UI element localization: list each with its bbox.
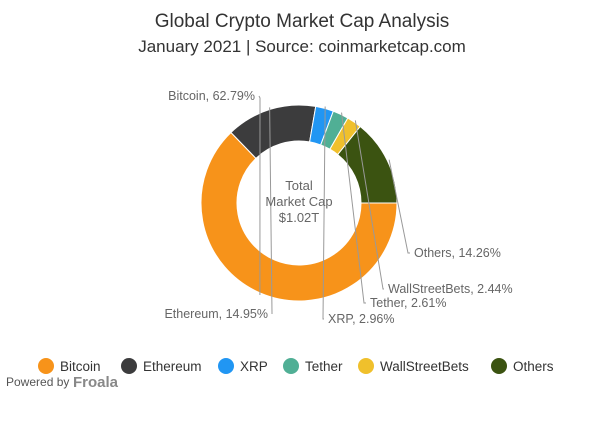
legend-item-wallstreetbets[interactable]: WallStreetBets xyxy=(358,358,469,374)
legend-label-wallstreetbets: WallStreetBets xyxy=(380,359,469,374)
legend-marker-tether xyxy=(283,358,299,374)
legend-marker-xrp xyxy=(218,358,234,374)
center-label-line-1: Total xyxy=(285,178,313,193)
legend-item-bitcoin[interactable]: Bitcoin xyxy=(38,358,101,374)
leader-line-others xyxy=(388,159,410,254)
legend-item-xrp[interactable]: XRP xyxy=(218,358,268,374)
slice-label-bitcoin: Bitcoin, 62.79% xyxy=(168,89,255,103)
legend-label-others: Others xyxy=(513,359,554,374)
legend-marker-ethereum xyxy=(121,358,137,374)
slice-label-others: Others, 14.26% xyxy=(414,246,501,260)
label-leader-lines xyxy=(258,95,410,320)
legend-label-bitcoin: Bitcoin xyxy=(60,359,101,374)
chart-subtitle: January 2021 | Source: coinmarketcap.com xyxy=(138,37,466,56)
slice-label-xrp: XRP, 2.96% xyxy=(328,312,394,326)
center-label-line-2: Market Cap xyxy=(265,194,332,209)
slice-label-wallstreetbets: WallStreetBets, 2.44% xyxy=(388,282,513,296)
leader-line-wallstreetbets xyxy=(354,120,384,290)
slice-labels: Bitcoin, 62.79% Ethereum, 14.95% XRP, 2.96… xyxy=(164,89,512,326)
legend-marker-bitcoin xyxy=(38,358,54,374)
leader-line-bitcoin xyxy=(258,95,261,296)
credit-powered-by: Powered by xyxy=(6,375,69,389)
legend-marker-others xyxy=(491,358,507,374)
legend-marker-wallstreetbets xyxy=(358,358,374,374)
legend-item-tether[interactable]: Tether xyxy=(283,358,343,374)
slice-bitcoin[interactable] xyxy=(200,131,398,302)
slice-label-tether: Tether, 2.61% xyxy=(370,296,446,310)
slice-label-ethereum: Ethereum, 14.95% xyxy=(164,307,268,321)
chart-title: Global Crypto Market Cap Analysis xyxy=(155,11,450,32)
legend: Bitcoin Ethereum XRP Tether WallStreetBets Ot… xyxy=(38,358,554,374)
pie-slices xyxy=(200,104,398,302)
legend-label-ethereum: Ethereum xyxy=(143,359,202,374)
leader-line-xrp xyxy=(322,106,326,320)
credit-brand[interactable]: Froala xyxy=(73,374,119,391)
legend-label-xrp: XRP xyxy=(240,359,268,374)
leader-line-ethereum xyxy=(269,107,273,314)
center-label-line-3: $1.02T xyxy=(279,210,320,225)
legend-item-others[interactable]: Others xyxy=(491,358,554,374)
legend-label-tether: Tether xyxy=(305,359,343,374)
legend-item-ethereum[interactable]: Ethereum xyxy=(121,358,202,374)
leader-line-tether xyxy=(341,112,366,304)
